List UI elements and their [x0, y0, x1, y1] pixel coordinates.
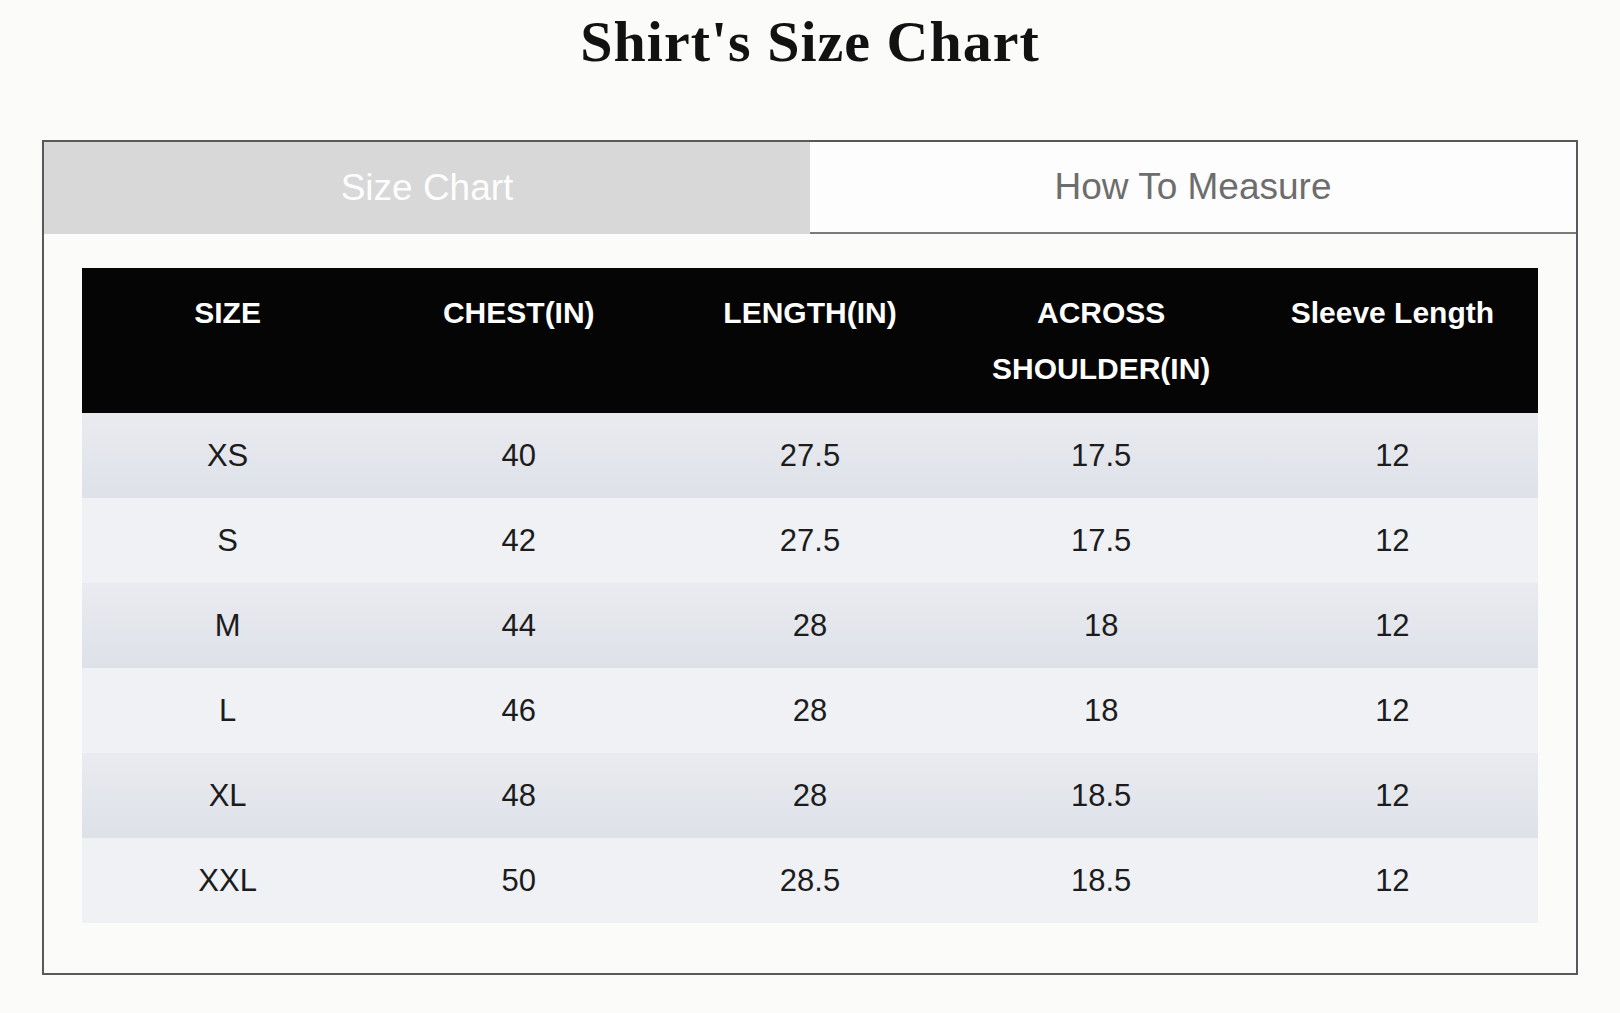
table-cell: 27.5	[664, 413, 955, 498]
table-cell: 12	[1247, 413, 1538, 498]
column-header: SIZE	[82, 268, 373, 413]
tab-size-chart[interactable]: Size Chart	[44, 142, 810, 234]
header-row: SIZECHEST(IN)LENGTH(IN)ACROSS SHOULDER(I…	[82, 268, 1538, 413]
tab-bar: Size Chart How To Measure	[44, 142, 1576, 234]
table-row: S4227.517.512	[82, 498, 1538, 583]
column-header: Sleeve Length	[1247, 268, 1538, 413]
table-cell: S	[82, 498, 373, 583]
table-cell: 28	[664, 668, 955, 753]
column-header: ACROSS SHOULDER(IN)	[956, 268, 1247, 413]
table-cell: 12	[1247, 583, 1538, 668]
size-table: SIZECHEST(IN)LENGTH(IN)ACROSS SHOULDER(I…	[82, 268, 1538, 923]
table-cell: 40	[373, 413, 664, 498]
column-header: LENGTH(IN)	[664, 268, 955, 413]
table-cell: 48	[373, 753, 664, 838]
table-cell: 12	[1247, 838, 1538, 923]
table-row: XL482818.512	[82, 753, 1538, 838]
tab-how-to-measure[interactable]: How To Measure	[810, 142, 1576, 234]
table-row: M44281812	[82, 583, 1538, 668]
page-title: Shirt's Size Chart	[0, 0, 1620, 75]
table-cell: 44	[373, 583, 664, 668]
table-cell: 18.5	[956, 753, 1247, 838]
table-cell: M	[82, 583, 373, 668]
table-cell: 18.5	[956, 838, 1247, 923]
table-cell: 17.5	[956, 413, 1247, 498]
table-cell: 12	[1247, 668, 1538, 753]
table-cell: 12	[1247, 498, 1538, 583]
table-cell: 28	[664, 583, 955, 668]
table-cell: 27.5	[664, 498, 955, 583]
table-cell: 17.5	[956, 498, 1247, 583]
size-chart-panel: Size Chart How To Measure SIZECHEST(IN)L…	[42, 140, 1578, 975]
table-cell: XS	[82, 413, 373, 498]
table-cell: XXL	[82, 838, 373, 923]
table-cell: XL	[82, 753, 373, 838]
table-cell: 28.5	[664, 838, 955, 923]
table-cell: 50	[373, 838, 664, 923]
size-table-body: XS4027.517.512S4227.517.512M44281812L462…	[82, 413, 1538, 923]
table-row: L46281812	[82, 668, 1538, 753]
table-row: XXL5028.518.512	[82, 838, 1538, 923]
table-row: XS4027.517.512	[82, 413, 1538, 498]
table-cell: 42	[373, 498, 664, 583]
table-cell: L	[82, 668, 373, 753]
size-table-header: SIZECHEST(IN)LENGTH(IN)ACROSS SHOULDER(I…	[82, 268, 1538, 413]
table-cell: 28	[664, 753, 955, 838]
table-cell: 46	[373, 668, 664, 753]
tab-content: SIZECHEST(IN)LENGTH(IN)ACROSS SHOULDER(I…	[44, 234, 1576, 923]
table-cell: 18	[956, 668, 1247, 753]
table-cell: 18	[956, 583, 1247, 668]
column-header: CHEST(IN)	[373, 268, 664, 413]
table-cell: 12	[1247, 753, 1538, 838]
